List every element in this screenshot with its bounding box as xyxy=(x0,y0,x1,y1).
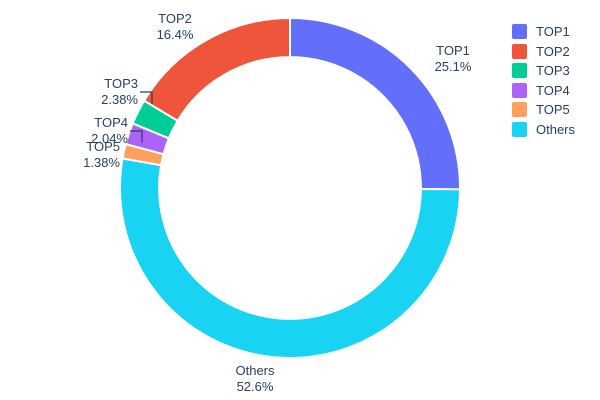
leader-line-top3 xyxy=(140,91,153,104)
slice-label-top2: TOP2 16.4% xyxy=(120,11,230,42)
legend-swatch-icon xyxy=(512,43,527,59)
slice-label-top2-name: TOP2 xyxy=(158,11,192,26)
legend-swatch-icon xyxy=(512,63,527,79)
legend-swatch-icon xyxy=(512,121,527,137)
legend-item-top1[interactable]: TOP1 xyxy=(512,22,596,42)
donut-slices-group xyxy=(119,17,461,359)
chart-legend: TOP1 TOP2 TOP3 TOP4 TOP5 Others xyxy=(512,22,596,139)
slice-label-top4: TOP4 2.04% xyxy=(28,115,128,146)
label-leader-lines-group xyxy=(130,91,153,143)
legend-swatch-icon xyxy=(512,82,527,98)
legend-item-label: TOP1 xyxy=(536,24,570,40)
slice-label-top1-percent: 25.1% xyxy=(434,58,472,74)
donut-slice-others[interactable] xyxy=(119,157,461,359)
legend-item-others[interactable]: Others xyxy=(512,120,596,140)
legend-swatch-icon xyxy=(512,102,527,118)
slice-label-top5-name: TOP5 xyxy=(86,139,120,154)
slice-label-top3: TOP3 2.38% xyxy=(38,76,138,107)
legend-item-label: Others xyxy=(536,121,576,137)
slice-label-top1: TOP1 25.1% xyxy=(398,43,508,74)
slice-label-top1-name: TOP1 xyxy=(436,43,470,58)
legend-swatch-icon xyxy=(512,24,527,40)
legend-item-top2[interactable]: TOP2 xyxy=(512,42,596,62)
slice-label-top2-percent: 16.4% xyxy=(156,26,194,42)
slice-label-top5-percent: 1.38% xyxy=(83,154,120,170)
legend-item-label: TOP2 xyxy=(536,43,570,59)
legend-item-top5[interactable]: TOP5 xyxy=(512,100,596,120)
donut-slice-top2[interactable] xyxy=(143,17,291,122)
slice-label-top4-percent: 2.04% xyxy=(91,130,128,146)
leader-line-top4 xyxy=(130,130,143,143)
slice-label-others-name: Others xyxy=(235,363,275,378)
legend-item-top4[interactable]: TOP4 xyxy=(512,81,596,101)
legend-item-label: TOP3 xyxy=(536,63,570,79)
legend-item-top3[interactable]: TOP3 xyxy=(512,61,596,81)
legend-item-label: TOP4 xyxy=(536,82,570,98)
slice-label-top3-name: TOP3 xyxy=(104,76,138,91)
slice-label-top5: TOP5 1.38% xyxy=(20,139,120,170)
slice-label-top3-percent: 2.38% xyxy=(101,91,138,107)
legend-item-label: TOP5 xyxy=(536,102,570,118)
slice-label-top4-name: TOP4 xyxy=(94,115,128,130)
slice-label-others-percent: 52.6% xyxy=(236,378,274,394)
slice-label-others: Others 52.6% xyxy=(200,363,310,394)
